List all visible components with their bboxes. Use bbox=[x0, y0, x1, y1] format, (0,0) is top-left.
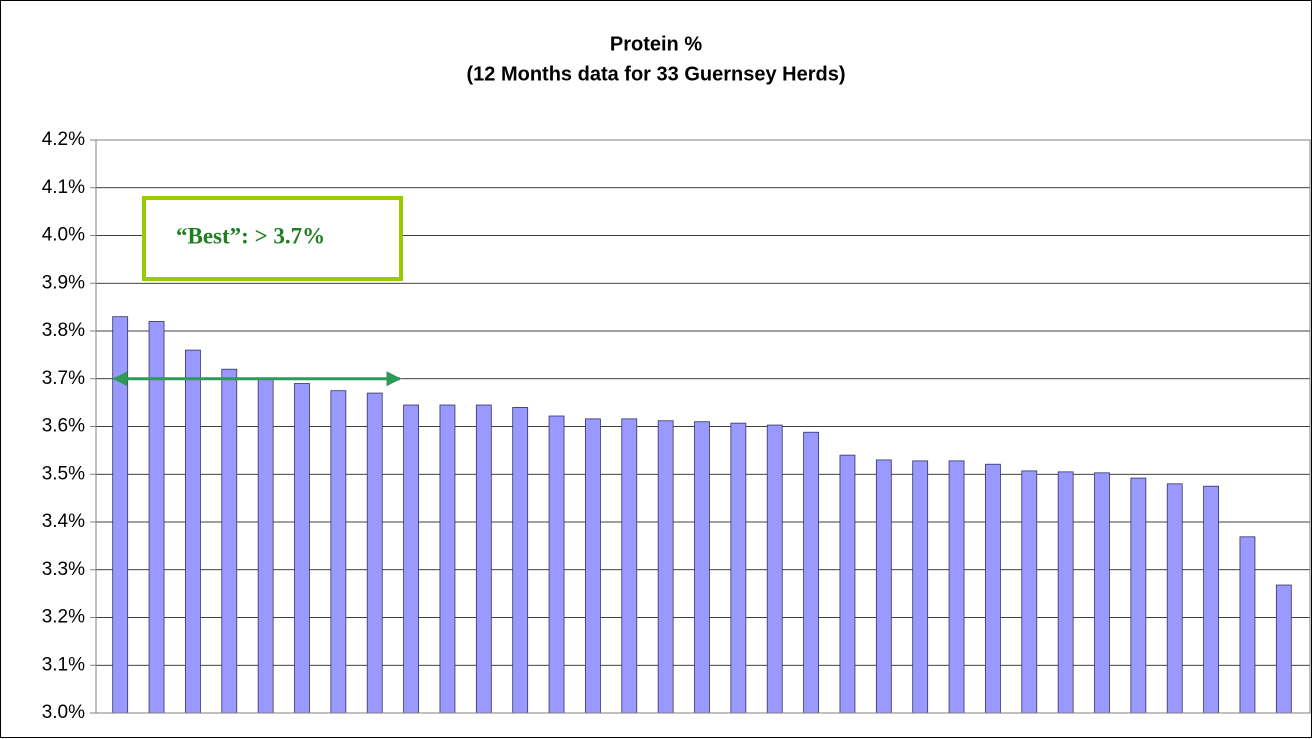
bar bbox=[512, 406, 529, 714]
bar bbox=[948, 460, 965, 714]
chart-title: Protein % bbox=[610, 33, 702, 55]
bar bbox=[112, 316, 129, 714]
bar bbox=[366, 392, 383, 714]
bar bbox=[1275, 584, 1292, 714]
bar bbox=[185, 349, 201, 714]
y-tick-label: 4.0% bbox=[42, 225, 85, 246]
y-tick-label: 3.5% bbox=[42, 463, 85, 484]
bar bbox=[439, 404, 456, 714]
chart-subtitle: (12 Months data for 33 Guernsey Herds) bbox=[467, 63, 846, 85]
bar bbox=[803, 431, 819, 714]
bar bbox=[912, 460, 929, 714]
bar bbox=[475, 404, 492, 714]
bar bbox=[294, 383, 310, 714]
y-tick-label: 3.1% bbox=[42, 654, 85, 675]
bar bbox=[1166, 483, 1183, 714]
y-tick-label: 4.1% bbox=[42, 177, 85, 198]
y-tick-label: 3.8% bbox=[42, 320, 85, 341]
y-tick-label: 3.6% bbox=[42, 416, 85, 437]
plot-frame bbox=[95, 139, 1311, 714]
bar bbox=[657, 420, 674, 714]
annotation-box bbox=[142, 196, 403, 281]
y-tick-label: 3.9% bbox=[42, 272, 85, 293]
bar bbox=[730, 422, 747, 714]
y-tick-label: 3.4% bbox=[42, 511, 85, 532]
annotation-text: “Best”: > 3.7% bbox=[176, 223, 325, 248]
bar bbox=[1203, 485, 1219, 714]
bar bbox=[694, 421, 710, 714]
bar bbox=[548, 415, 565, 714]
y-tick-label: 3.2% bbox=[42, 607, 85, 628]
y-tick-label: 3.3% bbox=[42, 559, 85, 580]
bar bbox=[1094, 472, 1110, 714]
bar bbox=[257, 378, 274, 714]
bar bbox=[1239, 536, 1256, 714]
y-tick-label: 4.2% bbox=[42, 129, 85, 150]
y-tick-label: 3.7% bbox=[42, 368, 85, 389]
bar bbox=[221, 368, 238, 714]
bar bbox=[1021, 470, 1038, 714]
bar bbox=[621, 418, 638, 714]
bar bbox=[1057, 471, 1074, 714]
bar bbox=[403, 404, 419, 714]
y-tick-label: 3.0% bbox=[42, 702, 85, 723]
bar bbox=[330, 390, 347, 714]
bar bbox=[875, 459, 892, 714]
bar bbox=[985, 463, 1001, 714]
bar bbox=[839, 454, 856, 714]
bar bbox=[585, 418, 601, 714]
bar bbox=[1130, 477, 1147, 714]
bar bbox=[766, 424, 783, 714]
